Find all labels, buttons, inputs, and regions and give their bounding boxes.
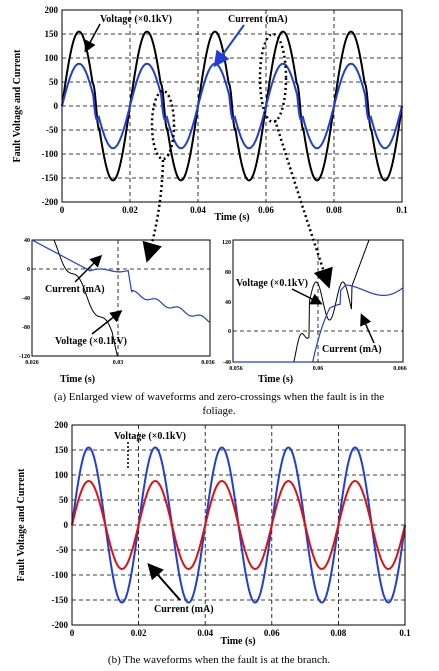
b-main-ytick-label: 0 <box>64 520 69 530</box>
caption-a-line1: (a) Enlarged view of waveforms and zero-… <box>54 391 384 403</box>
series-b-main <box>71 446 406 604</box>
connector-left <box>142 159 165 263</box>
b-main-ytick-label: -200 <box>52 620 69 630</box>
xlabel-zoom-left: Time (s) <box>60 374 95 385</box>
xtick-zoom-right-0: 0.056 <box>229 366 243 372</box>
xtick-zoom-left-2: 0.036 <box>201 360 215 366</box>
chart-a-zoom-left: 40 0 -40 -80 -120 0.026 0.03 0.036 Time … <box>19 238 215 385</box>
b-main-ytick-label: -100 <box>52 570 69 580</box>
ytick-zoom-left-0: 40 <box>24 238 30 244</box>
a-main-xtick-label: 0.08 <box>326 205 342 215</box>
a-main-series-line <box>61 30 403 182</box>
xlabel-b-main: Time (s) <box>220 636 255 647</box>
b-main-ytick-label: 150 <box>55 445 69 455</box>
annotation-current-zoom-left: Current (mA) <box>45 284 105 295</box>
chart-a-main: 0 0.02 0.04 0.06 0.08 0.1 -200 -150 -100 -50 0 50 10… <box>12 5 409 289</box>
a-main-ytick-label: 100 <box>45 53 59 63</box>
series-a-main <box>61 30 403 182</box>
arrow-voltage-a <box>84 23 101 53</box>
arrow-current-b <box>147 563 181 601</box>
arrow-current-zoom-left <box>74 254 103 283</box>
annotation-current-a: Current (mA) <box>228 14 288 25</box>
ytick-zoom-right-3: 0 <box>228 329 231 335</box>
b-main-xtick-label: 0.1 <box>399 628 411 638</box>
series-zoom-right <box>233 239 404 363</box>
arrow-current-a <box>213 24 245 68</box>
chart-b-main: 0 0.02 0.04 0.06 0.08 0.1 -200 -150 -100 -50 0 50 10… <box>16 420 411 647</box>
b-main-ytick-label: 200 <box>55 420 69 430</box>
arrow-current-zoom-right <box>360 313 375 344</box>
b-main-xtick-label: 0.08 <box>331 628 347 638</box>
annotation-current-b: Current (mA) <box>154 604 214 615</box>
a-main-ytick-label: -200 <box>42 197 59 207</box>
a-main-xtick-label: 0.1 <box>396 205 408 215</box>
a-main-xtick-label: 0.02 <box>122 205 138 215</box>
ytick-zoom-left-3: -80 <box>22 325 30 331</box>
ytick-zoom-right-1: 80 <box>225 270 231 276</box>
a-main-ytick-label: 50 <box>49 77 59 87</box>
b-main-xtick-label: 0 <box>70 628 75 638</box>
xtick-zoom-right-2: 0.066 <box>393 366 407 372</box>
annotation-voltage-zoom-left: Voltage (×0.1kV) <box>55 336 127 347</box>
annotation-voltage-b: Voltage (×0.1kV) <box>114 431 186 442</box>
xlabel-zoom-right: Time (s) <box>258 374 293 385</box>
highlight-ellipse-left <box>150 89 176 161</box>
connector-right <box>273 119 333 289</box>
xtick-zoom-right-1: 0.06 <box>313 366 324 372</box>
plot-frame-a-main <box>61 9 403 203</box>
annotation-voltage-a: Voltage (×0.1kV) <box>100 14 172 25</box>
b-main-ytick-label: 100 <box>55 470 69 480</box>
ytick-zoom-right-4: -40 <box>223 360 231 366</box>
a-main-ytick-label: 200 <box>45 5 59 15</box>
arrow-voltage-zoom-left <box>91 310 123 335</box>
a-main-ytick-label: 150 <box>45 29 59 39</box>
b-main-ytick-label: -150 <box>52 595 69 605</box>
series-zoom-left <box>31 239 211 357</box>
ytick-zoom-right-2: 40 <box>225 300 231 306</box>
zoom-left-current-line <box>31 239 211 324</box>
annotation-current-zoom-right: Current (mA) <box>322 344 382 355</box>
b-main-xtick-label: 0.02 <box>131 628 147 638</box>
annotation-voltage-zoom-right: Voltage (×0.1kV) <box>236 278 308 289</box>
caption-b: (b) The waveforms when the fault is at t… <box>108 654 330 666</box>
grid-a-main <box>62 10 402 202</box>
b-main-ytick-label: -50 <box>56 545 68 555</box>
ytick-zoom-left-1: 0 <box>27 267 30 273</box>
a-main-xtick-label: 0.04 <box>190 205 206 215</box>
a-main-series-line <box>61 62 403 150</box>
a-main-ytick-label: -150 <box>42 173 59 183</box>
ytick-zoom-left-2: -40 <box>22 296 30 302</box>
plot-frame-b-main <box>71 424 406 626</box>
highlight-ellipse-right <box>258 32 288 124</box>
zoom-right-current-line <box>233 284 404 363</box>
b-main-ytick-label: 50 <box>59 495 69 505</box>
a-main-ytick-label: -100 <box>42 149 59 159</box>
a-main-ytick-label: 0 <box>54 101 59 111</box>
ticks-b-main: 0 0.02 0.04 0.06 0.08 0.1 -200 -150 -100 -50 0 50 10… <box>52 420 412 638</box>
a-main-xtick-label: 0.06 <box>258 205 274 215</box>
chart-a-zoom-right: 120 80 40 0 -40 0.056 0.06 0.066 Time (s… <box>222 239 407 385</box>
a-main-ytick-label: -50 <box>46 125 58 135</box>
a-main-xtick-label: 0 <box>60 205 65 215</box>
ytick-zoom-left-4: -120 <box>19 354 30 360</box>
xtick-zoom-left-0: 0.026 <box>25 360 39 366</box>
zoom-left-voltage-line <box>32 239 210 357</box>
ylabel-b-main: Fault Voltage and Current <box>16 468 27 582</box>
caption-a-line2: foliage. <box>202 405 236 417</box>
xlabel-a-main: Time (s) <box>214 212 249 223</box>
b-main-series-line <box>71 479 406 571</box>
ylabel-a-main: Fault Voltage and Current <box>12 49 23 163</box>
arrow-voltage-zoom-right <box>291 288 323 305</box>
xtick-zoom-left-1: 0.03 <box>113 360 124 366</box>
ytick-zoom-right-0: 120 <box>222 240 231 246</box>
b-main-xtick-label: 0.06 <box>264 628 280 638</box>
ticks-a-main: 0 0.02 0.04 0.06 0.08 0.1 -200 -150 -100 -50 0 50 10… <box>42 5 409 215</box>
b-main-xtick-label: 0.04 <box>197 628 213 638</box>
